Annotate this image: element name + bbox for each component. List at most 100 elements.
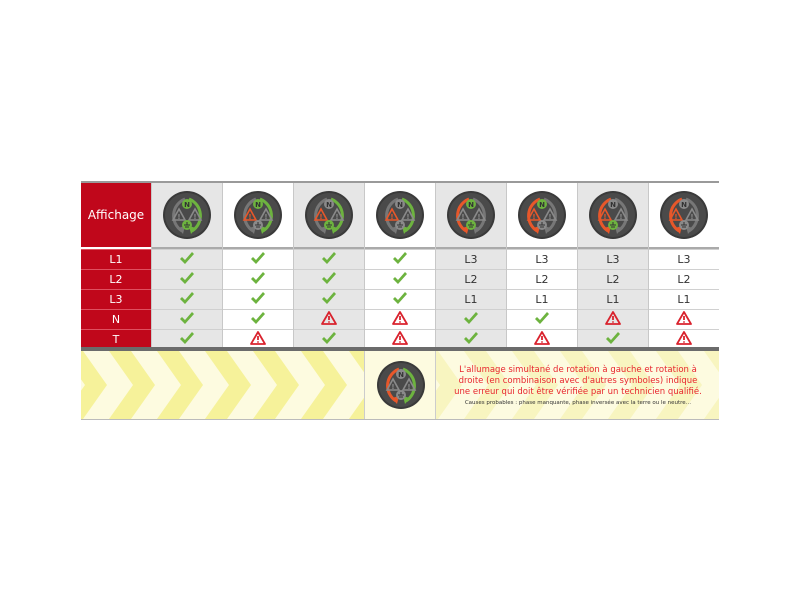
- indicator-column: N !! L3 L2 L1: [648, 183, 719, 347]
- status-cell: [578, 309, 648, 329]
- warning-icon: [321, 311, 337, 328]
- row-label-t: T: [81, 329, 151, 349]
- warning-icon: [605, 311, 621, 328]
- svg-text:!: !: [193, 213, 196, 221]
- rotation-indicator-icon: N !!: [152, 183, 222, 247]
- chevron-pattern: [81, 351, 364, 419]
- status-cell: [152, 329, 222, 349]
- chevron-pattern: [436, 351, 719, 419]
- indicator-column: N !!: [151, 183, 222, 347]
- warning-icon: [392, 331, 408, 348]
- check-icon: [250, 251, 266, 268]
- svg-text:!: !: [406, 213, 409, 221]
- phase-cell: L3: [436, 249, 506, 269]
- phase-label: L2: [677, 273, 691, 286]
- svg-text:!: !: [477, 213, 480, 221]
- status-cell: [649, 329, 719, 349]
- warning-icon: [250, 331, 266, 348]
- check-icon: [392, 291, 408, 308]
- indicator-column: N !! L3 L2 L1: [577, 183, 648, 347]
- status-cell: [152, 249, 222, 269]
- separator: [81, 347, 719, 351]
- row-label-n: N: [81, 309, 151, 329]
- status-cell: [436, 309, 506, 329]
- rotation-indicator-icon: N !!: [223, 183, 293, 247]
- check-icon: [463, 331, 479, 348]
- svg-text:N: N: [255, 201, 261, 209]
- phase-label: L1: [677, 293, 691, 306]
- indicator-column: N !! L3 L2 L1: [506, 183, 577, 347]
- rotation-indicator-icon: N !!: [649, 183, 719, 247]
- svg-text:!: !: [391, 383, 394, 391]
- warning-icon: [392, 311, 408, 328]
- row-label-l2: L2: [81, 269, 151, 289]
- svg-text:N: N: [397, 201, 403, 209]
- status-cell: [294, 289, 364, 309]
- svg-text:N: N: [398, 371, 404, 379]
- status-cell: [294, 329, 364, 349]
- phase-cell: L3: [578, 249, 648, 269]
- check-icon: [250, 291, 266, 308]
- status-cell: [152, 269, 222, 289]
- svg-text:!: !: [390, 213, 393, 221]
- rotation-indicator-table: Affichage L1 L2 L3 N T N !! N !! N !! N !! N…: [81, 181, 719, 420]
- phase-cell: L1: [507, 289, 577, 309]
- status-cell: [578, 329, 648, 349]
- status-cell: [294, 249, 364, 269]
- status-cell: [223, 289, 293, 309]
- check-icon: [250, 311, 266, 328]
- indicator-column: N !! L3 L2 L1: [435, 183, 506, 347]
- status-cell: [649, 309, 719, 329]
- status-cell: [152, 309, 222, 329]
- check-icon: [179, 291, 195, 308]
- check-icon: [179, 331, 195, 348]
- indicator-column: N !!: [222, 183, 293, 347]
- phase-label: L1: [606, 293, 620, 306]
- phase-label: L2: [464, 273, 478, 286]
- warning-icon: [676, 311, 692, 328]
- header-label: Affichage: [81, 183, 151, 247]
- status-cell: [507, 329, 577, 349]
- rotation-indicator-icon: N !!: [294, 183, 364, 247]
- phase-label: L1: [464, 293, 478, 306]
- svg-text:!: !: [177, 213, 180, 221]
- status-cell: [365, 269, 435, 289]
- status-cell: [294, 269, 364, 289]
- status-cell: [436, 329, 506, 349]
- svg-text:!: !: [690, 213, 693, 221]
- svg-text:N: N: [468, 201, 474, 209]
- warning-row: N !! L'allumage simultané de rotation à …: [81, 351, 719, 420]
- status-cell: [294, 309, 364, 329]
- check-icon: [250, 271, 266, 288]
- both-rotation-icon: N !!: [364, 351, 436, 419]
- status-cell: [365, 329, 435, 349]
- svg-text:N: N: [326, 201, 332, 209]
- svg-text:!: !: [335, 213, 338, 221]
- status-cell: [365, 309, 435, 329]
- phase-label: L3: [677, 253, 691, 266]
- phase-cell: L1: [649, 289, 719, 309]
- svg-text:!: !: [532, 213, 535, 221]
- phase-label: L3: [535, 253, 549, 266]
- phase-cell: L2: [578, 269, 648, 289]
- phase-cell: L2: [436, 269, 506, 289]
- status-cell: [223, 309, 293, 329]
- warning-message: L'allumage simultané de rotation à gauch…: [454, 364, 702, 397]
- phase-label: L3: [606, 253, 620, 266]
- status-cell: [223, 269, 293, 289]
- svg-text:!: !: [407, 383, 410, 391]
- rotation-indicator-icon: N !!: [436, 183, 506, 247]
- phase-label: L3: [464, 253, 478, 266]
- check-icon: [605, 331, 621, 348]
- indicator-column: N !!: [364, 183, 435, 347]
- check-icon: [392, 271, 408, 288]
- phase-cell: L1: [578, 289, 648, 309]
- svg-text:!: !: [603, 213, 606, 221]
- phase-cell: L2: [507, 269, 577, 289]
- status-cell: [223, 249, 293, 269]
- svg-text:!: !: [264, 213, 267, 221]
- phase-cell: L2: [649, 269, 719, 289]
- row-label-l1: L1: [81, 249, 151, 269]
- phase-label: L1: [535, 293, 549, 306]
- phase-cell: L1: [436, 289, 506, 309]
